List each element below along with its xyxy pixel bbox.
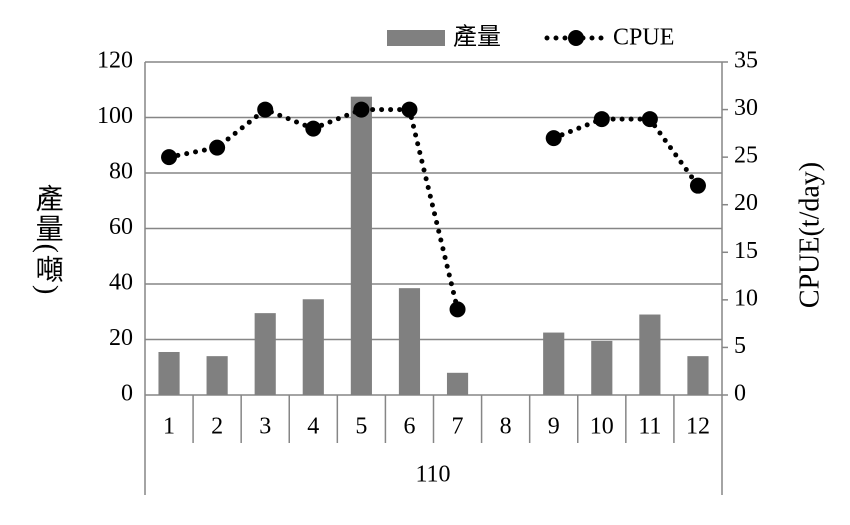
legend-swatch [387, 30, 445, 46]
bar [543, 332, 565, 395]
y-tick-label: 80 [109, 159, 133, 185]
x-tick-label: 8 [500, 414, 512, 440]
x-tick-label: 5 [355, 414, 367, 440]
y2-tick-label: 20 [734, 190, 758, 216]
cpue-marker [401, 101, 418, 118]
cpue-line [166, 106, 701, 312]
bar [687, 356, 709, 395]
bar [350, 96, 372, 395]
cpue-marker [545, 130, 562, 147]
x-tick-label: 3 [259, 414, 271, 440]
x-tick-label: 11 [638, 414, 661, 440]
y2-tick-label: 15 [734, 238, 758, 264]
y2-tick-label: 25 [734, 143, 758, 169]
bar [254, 313, 276, 395]
bar [639, 314, 661, 395]
x-tick-label: 1 [163, 414, 175, 440]
y-tick-label: 0 [121, 381, 133, 407]
y2-tick-label: 0 [734, 381, 746, 407]
legend-label: CPUE [613, 25, 674, 51]
cpue-marker [353, 101, 370, 118]
x-tick-label: 2 [211, 414, 223, 440]
x-tick-label: 9 [548, 414, 560, 440]
group-label: 110 [415, 462, 450, 488]
x-tick-label: 12 [686, 414, 710, 440]
bar [158, 351, 180, 395]
bar [206, 356, 228, 395]
y-tick-label: 120 [97, 48, 133, 74]
y-tick-label: 40 [109, 270, 133, 296]
y2-tick-label: 5 [734, 333, 746, 359]
x-tick-label: 7 [452, 414, 464, 440]
y-tick-label: 20 [109, 325, 133, 351]
cpue-marker [161, 149, 178, 166]
bar [446, 372, 469, 395]
cpue-marker [689, 177, 706, 194]
y-tick-label: 100 [97, 103, 133, 129]
cpue-marker [257, 101, 274, 118]
cpue-marker [449, 301, 466, 318]
legend-marker [568, 30, 584, 46]
legend-label: 產量 [453, 24, 501, 51]
bar [398, 288, 421, 395]
y-tick-label: 60 [109, 214, 133, 240]
x-tick-label: 10 [590, 414, 614, 440]
y2-tick-label: 35 [734, 48, 758, 74]
y2-tick-label: 30 [734, 95, 758, 121]
y2-axis-title: CPUE(t/day) [794, 162, 825, 308]
x-tick-label: 4 [307, 414, 319, 440]
bar [591, 340, 613, 395]
cpue-marker [593, 111, 610, 128]
cpue-marker [209, 139, 226, 156]
y-axis-title: 產量(噸) [32, 183, 64, 296]
x-tick-label: 6 [403, 414, 415, 440]
y2-tick-label: 10 [734, 285, 758, 311]
bar [302, 299, 324, 395]
cpue-marker [641, 111, 658, 128]
cpue-marker [305, 120, 322, 137]
